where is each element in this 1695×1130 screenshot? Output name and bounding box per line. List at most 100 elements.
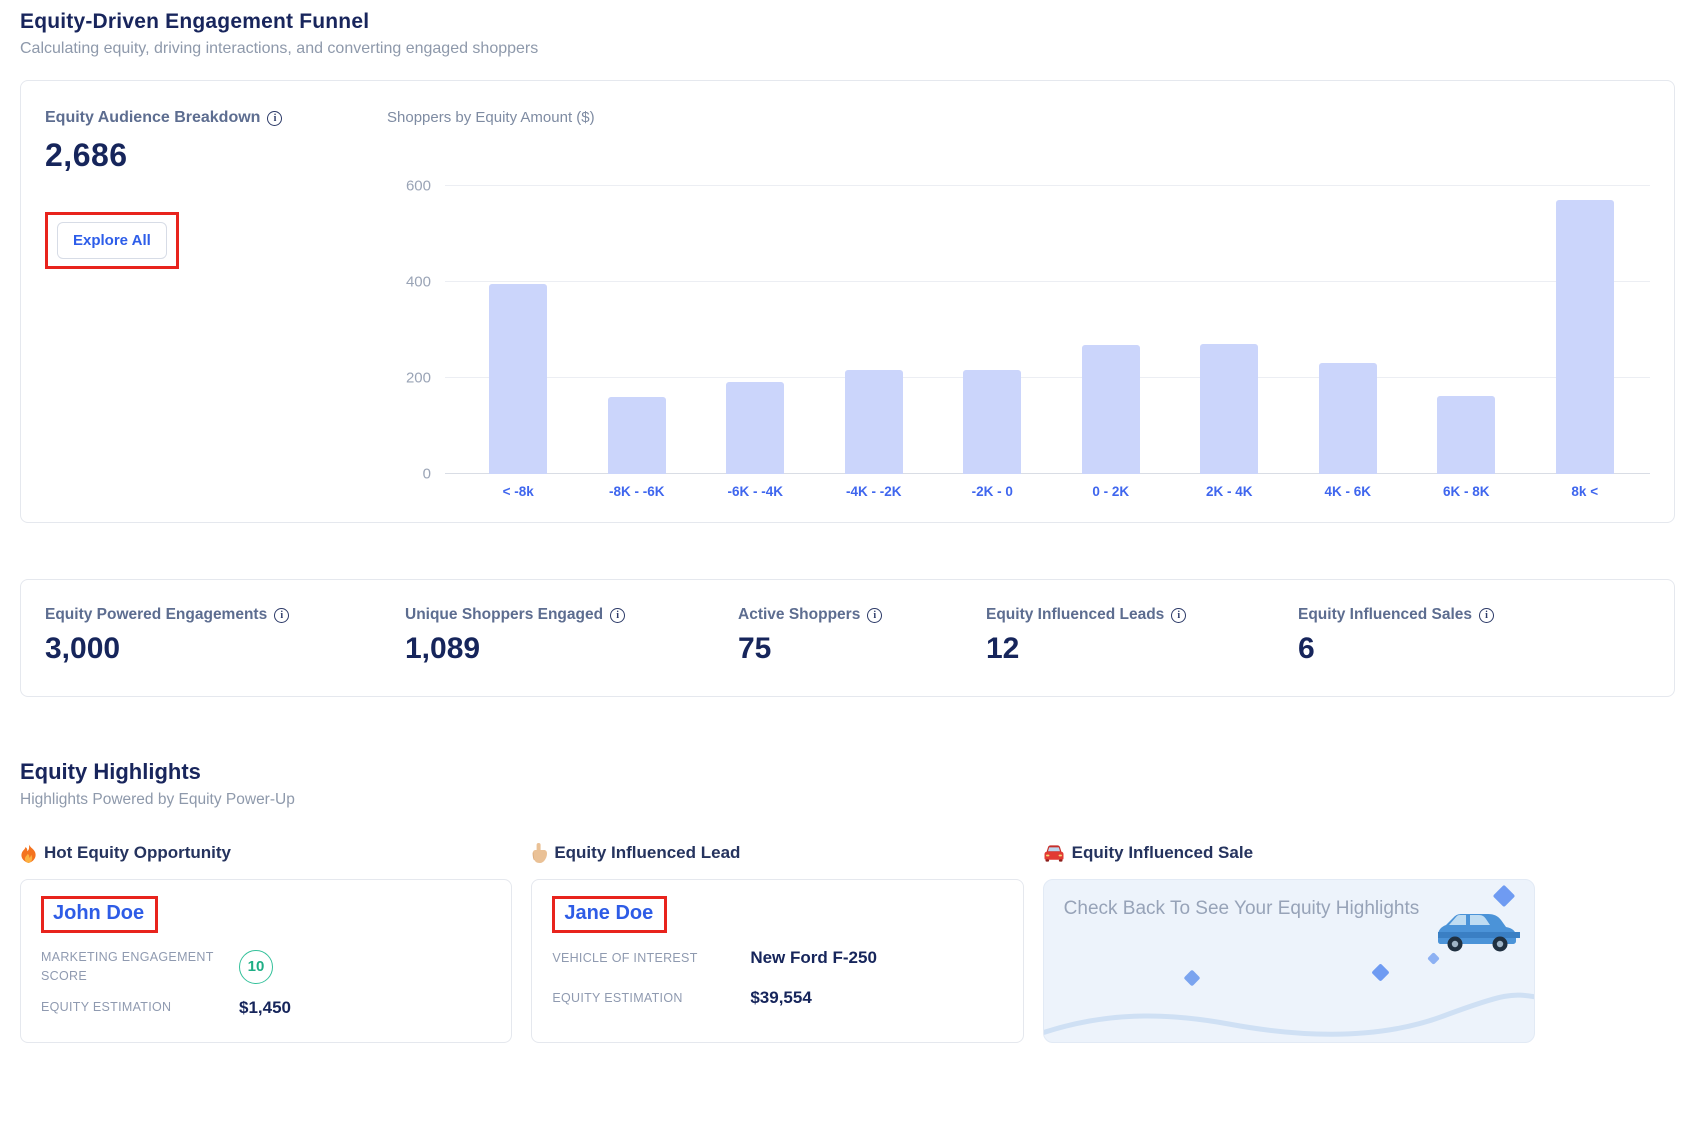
bar-2K - 4K[interactable]: [1200, 343, 1259, 474]
bar-slot: [578, 186, 697, 474]
x-axis-label: 4K - 6K: [1324, 484, 1371, 499]
engagement-score-badge: 10: [239, 949, 273, 984]
vehicle-of-interest-row: VEHICLE OF INTEREST New Ford F-250: [552, 948, 1002, 968]
chart-body: 0 200 400 600 < -8k -8K - -6K -6K - -4K -4K - …: [387, 134, 1650, 508]
empty-state-message: Check Back To See Your Equity Highlights: [1063, 898, 1420, 919]
marketing-engagement-score-row: MARKETING ENGAGEMENT SCORE 10: [41, 948, 491, 986]
stat-active-shoppers: Active Shoppers i 75: [738, 606, 986, 666]
x-axis-label: -8K - -6K: [608, 484, 665, 499]
audience-breakdown-value: 2,686: [45, 137, 128, 173]
estimation-label: EQUITY ESTIMATION: [41, 1000, 172, 1015]
bar-slot: [1170, 186, 1289, 474]
stat-value: 75: [738, 632, 772, 665]
sparkle-icon: [1370, 963, 1390, 982]
info-icon[interactable]: i: [1479, 607, 1494, 623]
bar-slot: [459, 186, 578, 474]
equity-highlights-grid: Hot Equity Opportunity John Doe MARKETIN…: [20, 843, 1535, 1043]
bar-slot: [815, 186, 934, 474]
estimation-value: $39,554: [750, 988, 812, 1007]
equity-funnel-card: Equity Audience Breakdown i 2,686 Explor…: [20, 80, 1675, 523]
bar-slot: [1289, 186, 1408, 474]
y-axis-tick: 0: [422, 465, 431, 483]
stat-label: Equity Powered Engagements: [45, 606, 268, 623]
equity-influenced-sale-column: Equity Influenced Sale Check Back To See…: [1042, 843, 1535, 1043]
stat-unique-shoppers-engaged: Unique Shoppers Engaged i 1,089: [405, 606, 738, 666]
estimation-label: EQUITY ESTIMATION: [552, 990, 683, 1005]
shoppers-by-equity-chart: Shoppers by Equity Amount ($) 0 200 400 600…: [365, 109, 1650, 508]
equity-influenced-sale-heading: Equity Influenced Sale: [1043, 843, 1535, 863]
page-subtitle: Calculating equity, driving interactions…: [20, 40, 539, 57]
annotation-box-explore-all: Explore All: [45, 212, 179, 269]
vehicle-label: VEHICLE OF INTEREST: [552, 950, 698, 965]
page-title: Equity-Driven Engagement Funnel: [20, 10, 370, 33]
bar-6K - 8K[interactable]: [1437, 395, 1496, 474]
bar-slot: [933, 186, 1052, 474]
wave-decoration: [1043, 992, 1534, 1037]
funnel-stats-strip: Equity Powered Engagements i 3,000 Uniqu…: [20, 579, 1675, 697]
bar-4K - 6K[interactable]: [1318, 363, 1377, 474]
audience-breakdown-panel: Equity Audience Breakdown i 2,686 Explor…: [45, 109, 365, 508]
bar--8K - -6K[interactable]: [607, 397, 666, 474]
bar-0 - 2K[interactable]: [1081, 344, 1140, 474]
stat-equity-influenced-sales: Equity Influenced Sales i 6: [1298, 606, 1650, 666]
bar--4K - -2K[interactable]: [844, 369, 903, 474]
info-icon[interactable]: i: [1171, 607, 1187, 623]
annotation-box-jane-doe: Jane Doe: [552, 896, 668, 933]
x-axis-label: 6K - 8K: [1442, 484, 1490, 499]
x-axis-label: 8k <: [1571, 484, 1599, 499]
bar--2K - 0[interactable]: [963, 369, 1022, 474]
stat-label: Equity Influenced Sales: [1298, 606, 1472, 623]
equity-estimation-row: EQUITY ESTIMATION $39,554: [552, 988, 1002, 1008]
bar-< -8k[interactable]: [489, 284, 548, 474]
x-axis-label: -6K - -4K: [727, 484, 783, 499]
stat-value: 6: [1298, 632, 1315, 665]
x-axis-labels: < -8k -8K - -6K -6K - -4K -4K - -2K -2K - 0 0…: [459, 484, 1644, 499]
stat-equity-influenced-leads: Equity Influenced Leads i 12: [986, 606, 1298, 666]
equity-highlights-subtitle: Highlights Powered by Equity Power-Up: [20, 791, 295, 808]
info-icon[interactable]: i: [274, 607, 290, 623]
stat-label: Equity Influenced Leads: [986, 606, 1165, 623]
info-icon[interactable]: i: [610, 607, 626, 623]
pointing-hand-icon: [532, 843, 548, 863]
lead-name-link[interactable]: Jane Doe: [564, 902, 654, 924]
y-axis-tick: 200: [405, 369, 431, 387]
estimation-value: $1,450: [239, 997, 291, 1017]
x-axis-label: 0 - 2K: [1092, 484, 1130, 499]
bar--6K - -4K[interactable]: [726, 381, 785, 474]
audience-breakdown-label: Equity Audience Breakdown: [45, 109, 261, 126]
info-icon[interactable]: i: [267, 110, 283, 126]
gridline: [445, 473, 1650, 474]
gridline: [445, 281, 1650, 282]
bar-slot: [1052, 186, 1171, 474]
shopper-name-link[interactable]: John Doe: [53, 902, 145, 924]
fire-icon: [21, 843, 36, 863]
chart-plot-area: 0 200 400 600: [406, 178, 1650, 483]
equity-influenced-lead-heading: Equity Influenced Lead: [531, 843, 1023, 863]
stat-value: 3,000: [45, 632, 121, 665]
stat-equity-powered-engagements: Equity Powered Engagements i 3,000: [45, 606, 405, 666]
equity-influenced-lead-card: Jane Doe VEHICLE OF INTEREST New Ford F-…: [531, 879, 1024, 1043]
vehicle-value: New Ford F-250: [750, 948, 877, 967]
explore-all-button[interactable]: Explore All: [57, 222, 167, 259]
stat-value: 12: [986, 632, 1020, 665]
equity-influenced-sale-card: Check Back To See Your Equity Highlights: [1042, 879, 1535, 1043]
stat-value: 1,089: [405, 632, 481, 665]
chart-bars: [459, 186, 1644, 474]
dashboard-page: Equity-Driven Engagement Funnel Calculat…: [20, 10, 1675, 1043]
y-axis-tick: 400: [405, 273, 431, 291]
x-axis-label: -2K - 0: [971, 484, 1013, 499]
equity-highlights-title: Equity Highlights: [20, 759, 201, 784]
bar-slot: [1526, 186, 1645, 474]
x-axis-label: 2K - 4K: [1205, 484, 1253, 499]
hot-equity-opportunity-card: John Doe MARKETING ENGAGEMENT SCORE 10 E…: [20, 879, 513, 1043]
equity-estimation-row: EQUITY ESTIMATION $1,450: [41, 998, 491, 1018]
chart-title: Shoppers by Equity Amount ($): [387, 109, 595, 126]
bar-8k <[interactable]: [1555, 199, 1614, 474]
bar-slot: [696, 186, 815, 474]
annotation-box-john-doe: John Doe: [41, 896, 159, 933]
gridline: [445, 185, 1650, 186]
stat-label: Active Shoppers: [738, 606, 861, 623]
info-icon[interactable]: i: [867, 607, 883, 623]
score-label: MARKETING ENGAGEMENT SCORE: [41, 950, 214, 983]
audience-breakdown-label-row: Equity Audience Breakdown i: [45, 109, 365, 127]
